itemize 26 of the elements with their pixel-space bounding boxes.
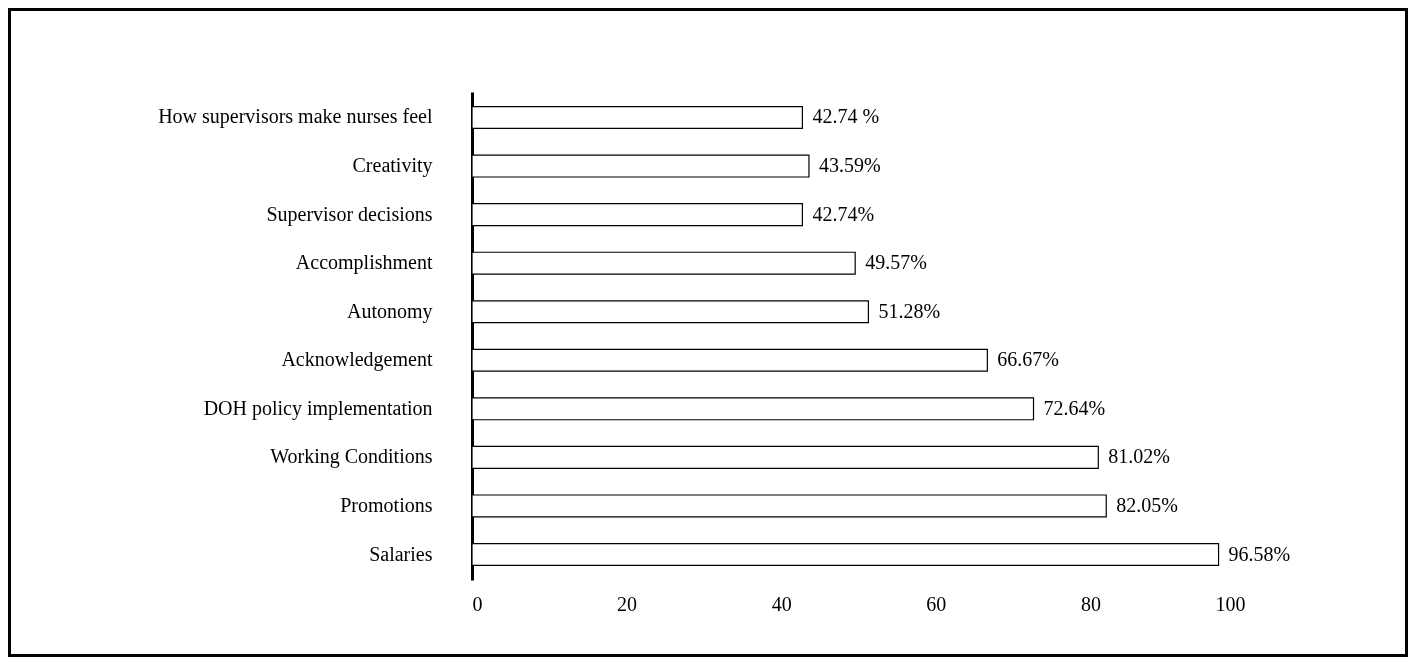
data-label: 49.57% (865, 251, 927, 274)
y-tick-label: Working Conditions (270, 445, 433, 469)
y-tick-label: Promotions (340, 493, 433, 516)
x-tick-label: 100 (1215, 592, 1246, 615)
y-tick-label: Creativity (352, 154, 433, 178)
data-label: 72.64% (1043, 396, 1106, 419)
x-tick-label: 20 (617, 592, 638, 615)
y-tick-label: Salaries (369, 542, 433, 565)
y-tick-label: Supervisor decisions (266, 202, 433, 226)
data-label: 66.67% (997, 348, 1060, 371)
data-label: 96.58% (1228, 542, 1291, 565)
y-tick-label: Accomplishment (295, 251, 433, 275)
x-tick-label: 0 (472, 592, 483, 615)
y-tick-label: How supervisors make nurses feel (158, 105, 433, 129)
x-tick-label: 40 (771, 592, 792, 615)
y-tick-label: Autonomy (346, 299, 433, 323)
data-label: 42.74% (812, 202, 875, 225)
data-label: 43.59% (818, 154, 881, 177)
y-tick-label: Acknowledgement (281, 348, 433, 372)
y-tick-label: DOH policy implementation (203, 396, 433, 420)
x-tick-label: 60 (926, 592, 947, 615)
data-label: 82.05% (1116, 493, 1178, 516)
data-label: 51.28% (878, 299, 941, 322)
data-label: 81.02% (1108, 445, 1170, 468)
data-label: 42.74 % (812, 105, 880, 128)
x-tick-label: 80 (1080, 592, 1101, 615)
